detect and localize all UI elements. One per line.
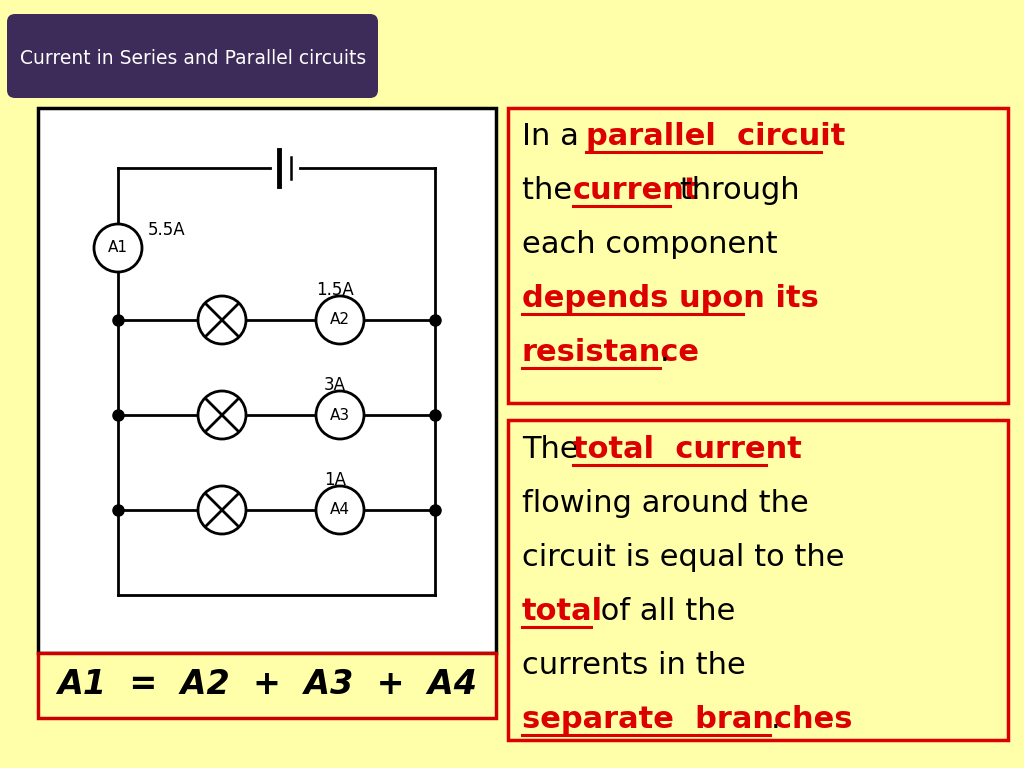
Text: 1.5A: 1.5A bbox=[316, 281, 354, 299]
Text: total: total bbox=[522, 597, 603, 626]
Text: through: through bbox=[670, 176, 800, 205]
Text: separate  branches: separate branches bbox=[522, 705, 853, 734]
Circle shape bbox=[198, 296, 246, 344]
Text: flowing around the: flowing around the bbox=[522, 489, 809, 518]
Text: A4: A4 bbox=[330, 502, 350, 518]
Text: of all the: of all the bbox=[591, 597, 735, 626]
Circle shape bbox=[198, 391, 246, 439]
Text: current: current bbox=[573, 176, 699, 205]
FancyBboxPatch shape bbox=[38, 653, 496, 718]
Text: currents in the: currents in the bbox=[522, 651, 745, 680]
Text: parallel  circuit: parallel circuit bbox=[586, 122, 846, 151]
Text: The: The bbox=[522, 435, 589, 464]
Text: 3A: 3A bbox=[324, 376, 346, 394]
Text: each component: each component bbox=[522, 230, 777, 259]
Text: 1A: 1A bbox=[324, 471, 346, 489]
Text: .: . bbox=[660, 338, 670, 367]
Text: A1  =  A2  +  A3  +  A4: A1 = A2 + A3 + A4 bbox=[57, 668, 477, 701]
FancyBboxPatch shape bbox=[508, 420, 1008, 740]
Text: the: the bbox=[522, 176, 582, 205]
Text: A2: A2 bbox=[330, 313, 350, 327]
Text: total  current: total current bbox=[573, 435, 802, 464]
Text: resistance: resistance bbox=[522, 338, 700, 367]
Circle shape bbox=[316, 486, 364, 534]
FancyBboxPatch shape bbox=[508, 108, 1008, 403]
Circle shape bbox=[316, 296, 364, 344]
Text: depends upon its: depends upon its bbox=[522, 284, 819, 313]
Text: A1: A1 bbox=[108, 240, 128, 256]
Circle shape bbox=[316, 391, 364, 439]
Text: Current in Series and Parallel circuits: Current in Series and Parallel circuits bbox=[19, 48, 367, 68]
Text: circuit is equal to the: circuit is equal to the bbox=[522, 543, 845, 572]
Text: 5.5A: 5.5A bbox=[148, 221, 185, 239]
Text: .: . bbox=[770, 705, 780, 734]
FancyBboxPatch shape bbox=[38, 108, 496, 653]
Text: A3: A3 bbox=[330, 408, 350, 422]
Circle shape bbox=[94, 224, 142, 272]
FancyBboxPatch shape bbox=[7, 14, 378, 98]
Text: In a: In a bbox=[522, 122, 589, 151]
Circle shape bbox=[198, 486, 246, 534]
